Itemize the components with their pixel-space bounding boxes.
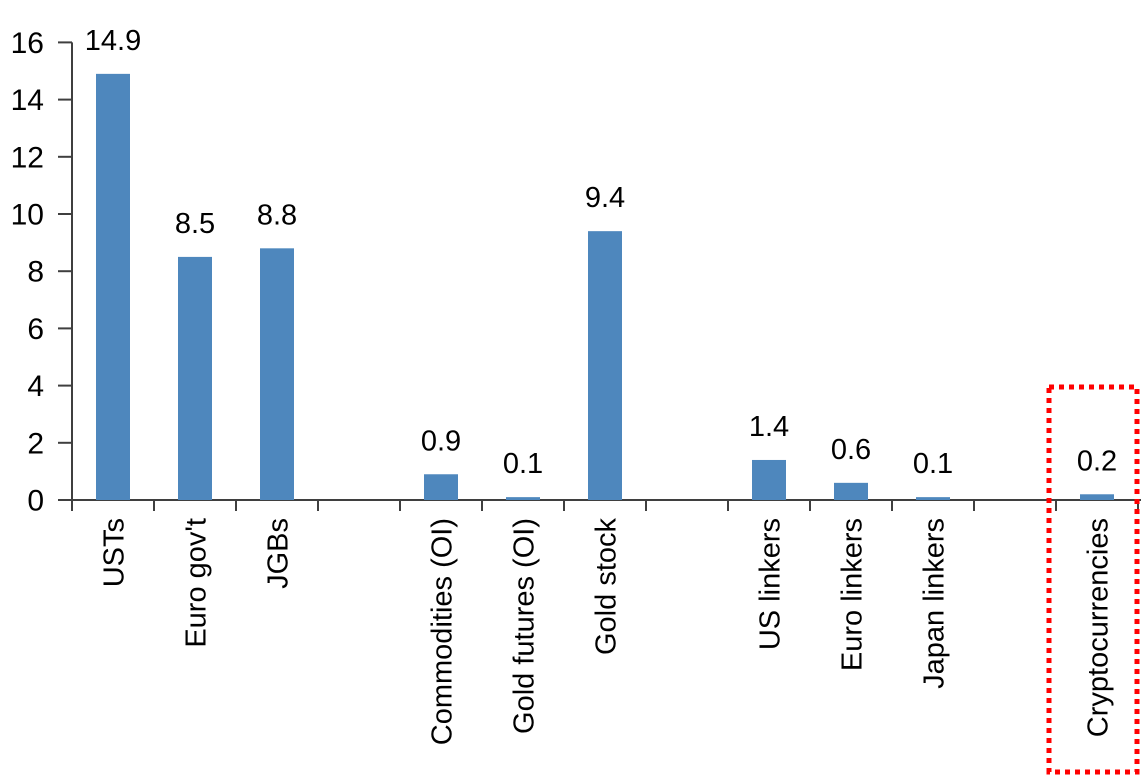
y-axis-tick-label: 6 — [27, 313, 44, 346]
highlight-box — [1046, 384, 1140, 775]
x-axis-category-label: US linkers — [755, 518, 787, 650]
bar — [752, 459, 786, 500]
bar — [1080, 494, 1114, 500]
y-axis-tick-label: 16 — [11, 27, 44, 60]
y-axis-tick-label: 0 — [27, 485, 44, 518]
bar — [178, 256, 212, 500]
bar — [916, 497, 950, 500]
bar-value-label: 8.5 — [175, 208, 215, 240]
y-axis-tick-label: 8 — [27, 256, 44, 289]
x-axis-category-label: Cryptocurrencies — [1083, 518, 1115, 737]
x-axis-category-label: Gold stock — [591, 518, 623, 655]
x-axis-category-label: JGBs — [263, 518, 295, 589]
bar-value-label: 0.9 — [421, 425, 461, 457]
bar-value-label: 0.1 — [503, 448, 543, 480]
bar-value-label: 0.2 — [1077, 445, 1117, 477]
bar — [96, 73, 130, 501]
bar — [834, 482, 868, 500]
x-axis-category-label: Euro gov't — [181, 518, 213, 648]
x-axis-category-label: Euro linkers — [837, 518, 869, 671]
bar — [424, 474, 458, 500]
bar-value-label: 0.6 — [831, 434, 871, 466]
x-axis-category-label: Commodities (OI) — [427, 518, 459, 745]
bar-value-label: 8.8 — [257, 199, 297, 231]
bar-value-label: 1.4 — [749, 411, 789, 443]
y-axis-tick-label: 10 — [11, 199, 44, 232]
y-axis-tick-label: 4 — [27, 370, 44, 403]
bar-value-label: 14.9 — [85, 25, 141, 57]
y-axis-tick-label: 12 — [11, 141, 44, 174]
bar — [506, 497, 540, 500]
y-axis-tick-label: 14 — [11, 84, 44, 117]
x-axis-category-label: USTs — [99, 518, 131, 587]
bar-value-label: 9.4 — [585, 182, 625, 214]
y-axis-tick-label: 2 — [27, 427, 44, 460]
x-axis-category-label: Gold futures (OI) — [509, 518, 541, 734]
x-axis-category-label: Japan linkers — [919, 518, 951, 689]
bar — [588, 231, 622, 500]
bar — [260, 248, 294, 500]
bar-value-label: 0.1 — [913, 448, 953, 480]
